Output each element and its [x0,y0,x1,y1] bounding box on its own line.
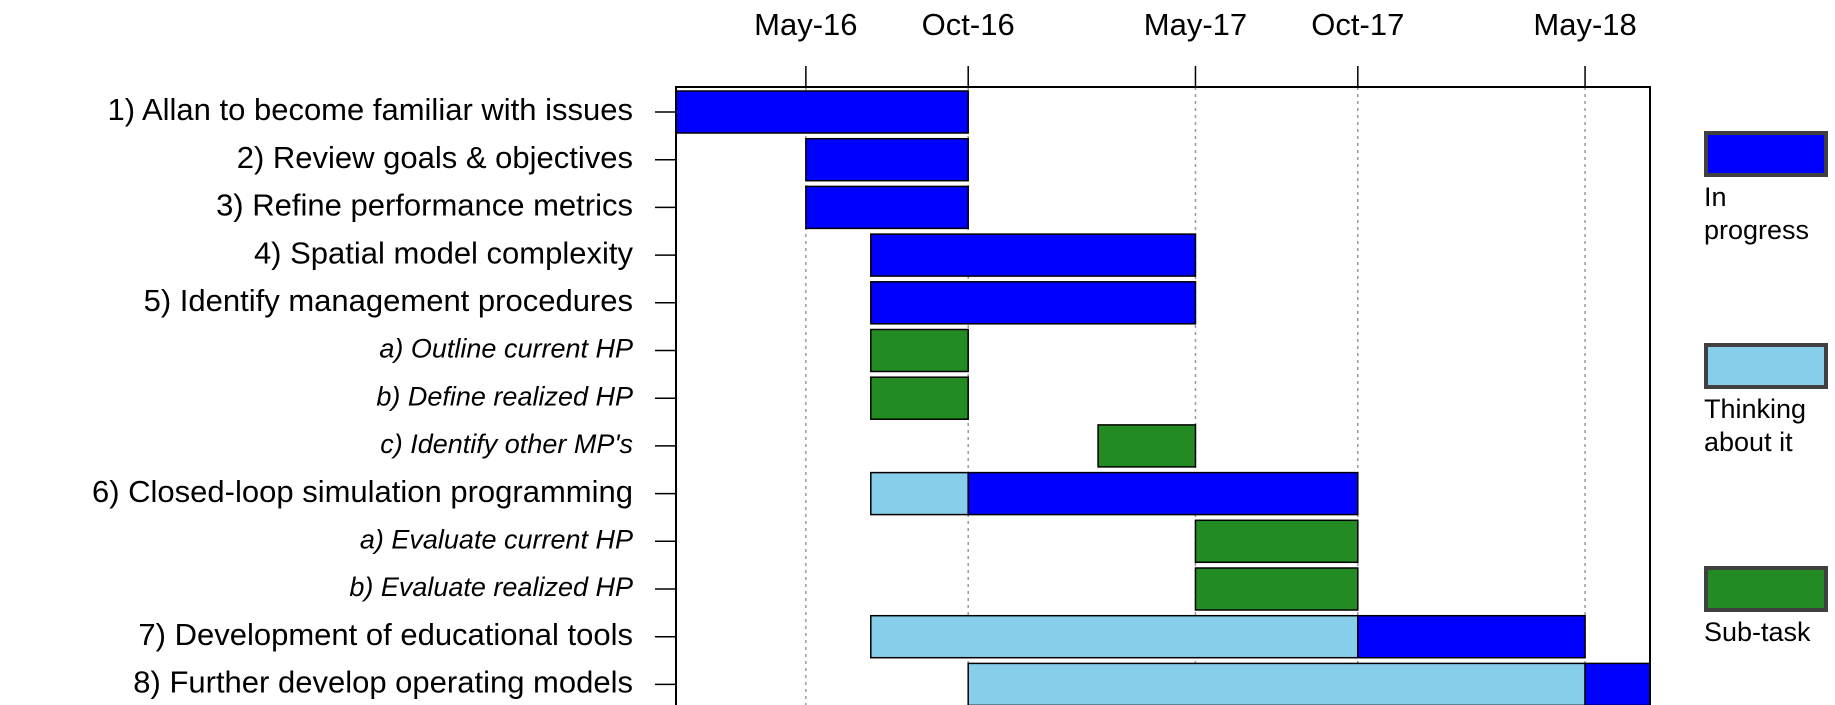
gantt-bar [870,376,969,420]
legend-label: Sub-task [1704,617,1811,647]
subtask-label: c) Identify other MP's [380,429,633,459]
gantt-bar [870,614,1359,659]
gantt-bar [675,90,969,134]
legend-swatch [1704,131,1828,177]
gantt-bar [1097,424,1197,468]
gantt-bar [1194,567,1359,611]
gantt-bar [967,471,1359,516]
x-tick-label: Oct-16 [922,7,1015,42]
subtask-label: b) Evaluate realized HP [349,572,633,602]
x-tick-label: May-17 [1144,7,1247,42]
gantt-bar [870,281,1197,325]
plot-frame [675,86,1651,705]
legend-swatch [1704,343,1828,389]
gantt-bar [1357,614,1586,659]
subtask-label: a) Evaluate current HP [360,524,633,554]
task-label: 8) Further develop operating models [133,665,633,700]
x-tick-label: May-18 [1533,7,1636,42]
gantt-bar [870,471,969,516]
task-label: 2) Review goals & objectives [237,140,633,175]
x-tick-label: Oct-17 [1311,7,1404,42]
subtask-label: b) Define realized HP [376,381,633,411]
subtask-label: a) Outline current HP [379,334,633,364]
task-label: 4) Spatial model complexity [254,235,634,270]
legend-swatch [1704,566,1828,612]
gantt-bar [1194,519,1359,564]
task-label: 1) Allan to become familiar with issues [107,92,633,127]
legend-label: Thinking about it [1704,394,1807,457]
gantt-bar [870,328,969,373]
legend-item: In progress [1704,131,1835,247]
legend-item: Sub-task [1704,566,1835,649]
legend-label: In progress [1704,182,1810,245]
x-tick-label: May-16 [754,7,857,42]
gantt-bar [805,185,969,230]
task-label: 6) Closed-loop simulation programming [92,474,633,509]
task-label: 5) Identify management procedures [144,283,633,318]
gantt-bar [967,662,1586,705]
task-label: 7) Development of educational tools [138,617,633,652]
task-label: 3) Refine performance metrics [216,188,633,223]
gantt-bar [870,233,1197,277]
gantt-bar [1584,662,1651,705]
gantt-bar [805,137,969,182]
legend-item: Thinking about it [1704,343,1835,459]
